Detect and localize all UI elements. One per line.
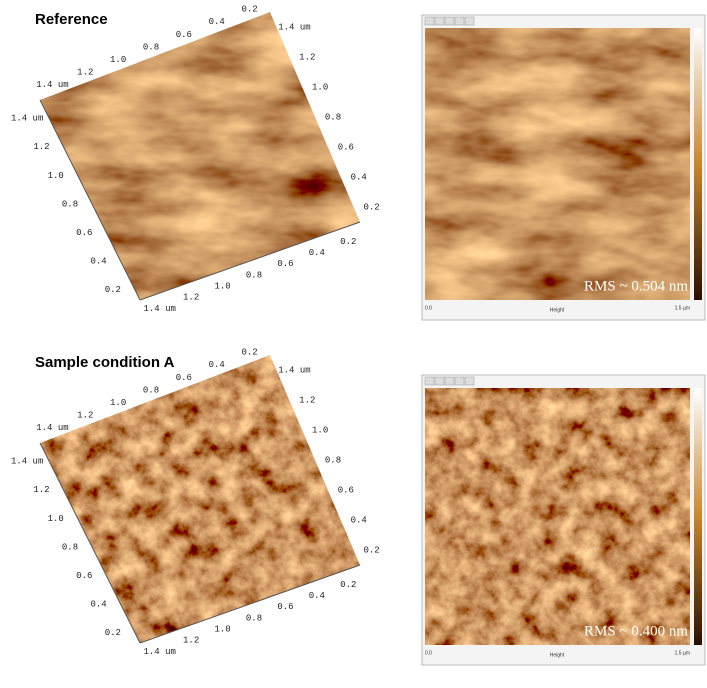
axis-tick-label: 0.2 — [241, 348, 257, 358]
axis-tick-label: 1.0 — [312, 82, 328, 92]
surface-3d — [30, 5, 370, 310]
axis-tick-label: 0.4 — [351, 515, 367, 525]
axis-tick-label: 1.4 um — [36, 80, 68, 90]
axis-tick-label: 0.8 — [325, 455, 341, 465]
axis-tick-label: 0.2 — [363, 545, 379, 555]
rms-label: RMS ~ 0.504 nm — [584, 278, 688, 294]
axis-tick-label: 0.4 — [90, 257, 106, 267]
axis-tick-label: 0.6 — [277, 259, 293, 269]
axis-tick-label: 0.6 — [76, 571, 92, 581]
x-end: 1.5 µm — [675, 305, 690, 311]
axis-tick-label: 0.8 — [143, 42, 159, 52]
axis-tick-label: 0.6 — [176, 30, 192, 40]
toolbar-icon — [455, 377, 464, 385]
axis-tick-label: 0.6 — [338, 485, 354, 495]
axis-tick-label: 1.2 — [77, 68, 93, 78]
axis-tick-label: 0.8 — [143, 385, 159, 395]
surface-3d — [30, 348, 370, 653]
axis-tick-label: 1.0 — [48, 514, 64, 524]
toolbar-icon — [435, 377, 444, 385]
x-label: Height — [550, 652, 565, 658]
axis-tick-label: 1.4 um — [11, 114, 43, 124]
axis-tick-label: 1.4 um — [144, 647, 176, 657]
x-start: 0.0 — [425, 305, 432, 311]
axis-tick-label: 0.8 — [62, 542, 78, 552]
axis-tick-label: 0.8 — [62, 199, 78, 209]
axis-tick-label: 0.4 — [309, 591, 325, 601]
toolbar-icon — [425, 17, 434, 25]
axis-tick-label: 0.2 — [105, 285, 121, 295]
axis-tick-label: 0.2 — [241, 5, 257, 15]
toolbar-icon — [425, 377, 434, 385]
axis-tick-label: 0.6 — [176, 373, 192, 383]
afm-image — [425, 28, 690, 300]
axis-tick-label: 1.2 — [77, 411, 93, 421]
axis-tick-label: 0.4 — [209, 17, 225, 27]
axis-tick-label: 1.4 um — [11, 457, 43, 467]
axis-tick-label: 0.4 — [209, 360, 225, 370]
axis-tick-label: 0.4 — [351, 172, 367, 182]
axis-tick-label: 1.0 — [312, 425, 328, 435]
axis-tick-label: 1.4 um — [36, 423, 68, 433]
axis-tick-label: 1.4 um — [278, 22, 310, 32]
axis-tick-label: 0.6 — [76, 228, 92, 238]
toolbar-icon — [445, 17, 454, 25]
x-start: 0.0 — [425, 650, 432, 656]
axis-tick-label: 1.2 — [299, 395, 315, 405]
toolbar-icon — [465, 377, 474, 385]
axis-tick-label: 0.2 — [363, 202, 379, 212]
axis-tick-label: 0.6 — [338, 142, 354, 152]
rms-label: RMS ~ 0.400 nm — [584, 623, 688, 639]
axis-tick-label: 0.6 — [277, 602, 293, 612]
afm-image — [425, 388, 690, 645]
color-bar — [694, 28, 702, 300]
axis-tick-label: 0.8 — [246, 270, 262, 280]
axis-tick-label: 1.0 — [110, 398, 126, 408]
toolbar-icon — [445, 377, 454, 385]
toolbar-icon — [455, 17, 464, 25]
axis-tick-label: 1.2 — [33, 485, 49, 495]
x-label: Height — [550, 307, 565, 313]
axis-tick-label: 0.2 — [340, 237, 356, 247]
axis-tick-label: 1.0 — [214, 625, 230, 635]
toolbar-icon — [465, 17, 474, 25]
axis-tick-label: 1.2 — [33, 142, 49, 152]
figure: Reference 0.2 0.4 0.6 0.8 1.0 1.2 1.4 um 1.4 um 1… — [0, 0, 707, 688]
axis-tick-label: 0.4 — [309, 248, 325, 258]
axis-tick-label: 0.8 — [325, 112, 341, 122]
axis-tick-label: 1.4 um — [278, 365, 310, 375]
axis-tick-label: 0.2 — [340, 580, 356, 590]
toolbar-icon — [435, 17, 444, 25]
x-end: 1.5 µm — [675, 650, 690, 656]
axis-tick-label: 1.2 — [183, 636, 199, 646]
axis-tick-label: 1.4 um — [144, 304, 176, 314]
axis-tick-label: 1.2 — [299, 52, 315, 62]
axis-tick-label: 1.0 — [110, 55, 126, 65]
axis-tick-label: 0.2 — [105, 628, 121, 638]
panel-title: Sample condition A — [35, 354, 175, 371]
panel-title: Reference — [35, 11, 108, 28]
axis-tick-label: 0.4 — [90, 600, 106, 610]
axis-tick-label: 1.2 — [183, 293, 199, 303]
axis-tick-label: 0.8 — [246, 613, 262, 623]
color-bar — [694, 388, 702, 645]
axis-tick-label: 1.0 — [214, 282, 230, 292]
axis-tick-label: 1.0 — [48, 171, 64, 181]
